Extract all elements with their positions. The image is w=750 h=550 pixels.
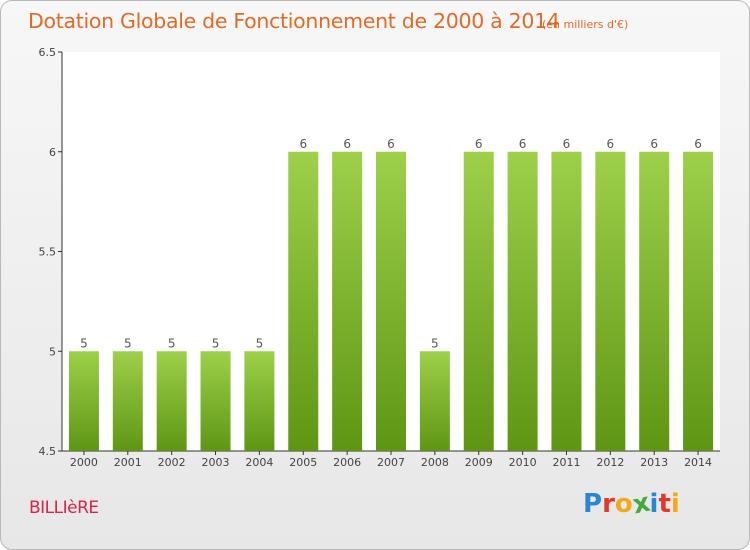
bar-value-label: 5 (124, 336, 132, 350)
x-tick-label: 2011 (552, 456, 580, 469)
x-tick-label: 2006 (333, 456, 361, 469)
logo-letter: i (649, 489, 659, 519)
x-tick-label: 2000 (70, 456, 98, 469)
bar-value-label: 5 (431, 336, 439, 350)
x-tick-label: 2009 (465, 456, 493, 469)
x-tick-label: 2005 (289, 456, 317, 469)
logo-letter: i (670, 489, 680, 519)
bar-value-label: 6 (519, 137, 527, 151)
logo-letter: P (583, 489, 603, 519)
bar (156, 351, 187, 451)
y-tick-label: 5 (49, 345, 56, 358)
bar-value-label: 6 (563, 137, 571, 151)
x-tick-label: 2002 (158, 456, 186, 469)
bar (551, 151, 582, 451)
bar-value-label: 6 (299, 137, 307, 151)
x-tick-label: 2003 (202, 456, 230, 469)
bar (332, 151, 363, 451)
y-tick-label: 5.5 (39, 246, 57, 259)
logo-letter: r (602, 489, 615, 519)
bar-value-label: 5 (256, 336, 264, 350)
y-tick-label: 6.5 (39, 46, 57, 59)
x-tick-label: 2008 (421, 456, 449, 469)
x-tick-label: 2010 (509, 456, 537, 469)
bar-value-label: 6 (475, 137, 483, 151)
bar (419, 351, 450, 451)
bar-value-label: 5 (168, 336, 176, 350)
logo-letter: t (658, 489, 671, 519)
bar (200, 351, 231, 451)
bar (68, 351, 99, 451)
x-tick-label: 2014 (684, 456, 712, 469)
x-tick-label: 2004 (245, 456, 273, 469)
logo-letter: o (614, 489, 633, 519)
bar-value-label: 5 (212, 336, 220, 350)
bar-value-label: 6 (650, 137, 658, 151)
bar (639, 151, 670, 451)
x-tick-label: 2001 (114, 456, 142, 469)
bar (112, 351, 143, 451)
bar-value-label: 6 (607, 137, 615, 151)
x-tick-label: 2007 (377, 456, 405, 469)
x-tick-label: 2012 (596, 456, 624, 469)
proxiti-logo: Proxiti (583, 488, 680, 521)
bar-value-label: 5 (80, 336, 88, 350)
chart-title: Dotation Globale de Fonctionnement de 20… (28, 9, 560, 33)
chart-subtitle: (en milliers d'€) (542, 18, 629, 31)
commune-name: BILLIèRE (29, 498, 99, 518)
bar (376, 151, 406, 451)
y-tick-label: 6 (49, 146, 56, 159)
bar-value-label: 6 (387, 137, 395, 151)
bar (244, 351, 275, 451)
bar (288, 151, 319, 451)
bar-value-label: 6 (694, 137, 702, 151)
bar-value-label: 6 (343, 137, 351, 151)
bar (507, 151, 538, 451)
y-tick-label: 4.5 (39, 445, 57, 458)
x-tick-label: 2013 (640, 456, 668, 469)
bar (683, 151, 714, 451)
bar (595, 151, 626, 451)
bar (463, 151, 494, 451)
